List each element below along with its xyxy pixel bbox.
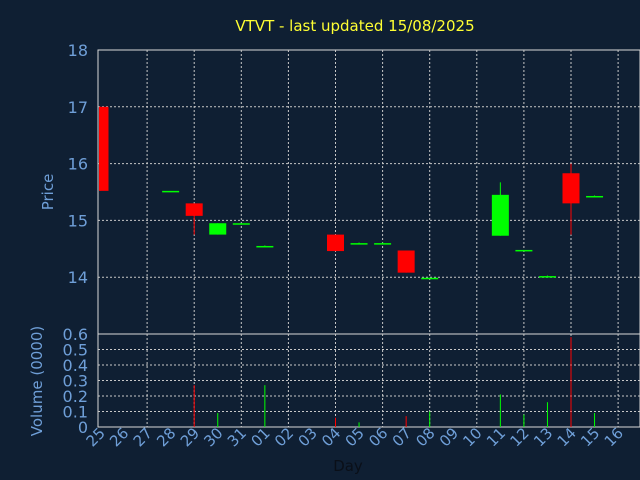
candle	[491, 182, 509, 236]
volume-y-tick-label: 0.2	[63, 387, 88, 406]
candle	[515, 249, 533, 252]
x-tick-label: 29	[177, 424, 203, 450]
candle	[538, 275, 556, 278]
x-axis-ticks: 2526272829303101020304050607080910111213…	[83, 424, 627, 450]
price-y-tick-label: 16	[68, 155, 88, 174]
candle-body	[586, 195, 604, 198]
x-tick-label: 26	[106, 424, 132, 450]
candle-body	[515, 249, 533, 252]
x-tick-label: 30	[200, 424, 226, 450]
volume-panel: 00.10.20.30.40.50.6 Volume (0000)	[28, 325, 640, 437]
price-y-tick-label: 14	[68, 268, 88, 287]
x-tick-label: 04	[318, 424, 344, 450]
volume-bars	[193, 337, 596, 427]
x-tick-label: 08	[412, 424, 438, 450]
x-tick-label: 05	[342, 424, 368, 450]
volume-y-tick-label: 0.3	[63, 372, 88, 391]
candle-body	[562, 173, 580, 204]
price-y-tick-label: 17	[68, 98, 88, 117]
price-panel: 14 15 16 17 18 Price	[39, 41, 640, 335]
candle-body	[209, 223, 227, 235]
candle-body	[185, 203, 203, 216]
candle-body	[256, 245, 274, 248]
candle	[232, 223, 250, 225]
price-y-tick-label: 15	[68, 211, 88, 230]
volume-y-tick-label: 0.5	[63, 341, 88, 360]
candle-body	[162, 190, 180, 193]
candle-body	[397, 250, 415, 273]
candle-body	[232, 223, 250, 225]
x-tick-label: 07	[389, 424, 415, 450]
x-tick-label: 02	[271, 424, 297, 450]
candle	[327, 234, 344, 252]
chart-title: VTVT - last updated 15/08/2025	[235, 17, 474, 35]
candle	[256, 245, 274, 248]
candle-body	[491, 194, 509, 236]
candle	[421, 277, 439, 280]
volume-y-tick-label: 0.6	[63, 325, 88, 344]
x-tick-label: 28	[153, 424, 179, 450]
volume-y-tick-label: 0	[78, 418, 88, 437]
x-tick-label: 03	[295, 424, 321, 450]
volume-grid	[98, 334, 640, 427]
candle-body	[374, 243, 392, 245]
x-tick-label: 09	[436, 424, 462, 450]
x-tick-label: 13	[530, 424, 556, 450]
candle-body	[421, 277, 439, 280]
candle-body	[327, 234, 344, 252]
candle	[562, 163, 580, 235]
price-plot-area	[97, 49, 640, 335]
x-tick-label: 12	[506, 424, 532, 450]
candles	[99, 106, 604, 280]
candle	[374, 242, 392, 245]
x-tick-label: 01	[247, 424, 273, 450]
volume-y-tick-label: 0.4	[63, 356, 88, 375]
x-tick-label: 15	[577, 424, 603, 450]
price-grid	[98, 50, 640, 334]
candle	[99, 106, 109, 191]
price-y-ticks: 14 15 16 17 18	[68, 41, 88, 287]
x-tick-label: 31	[224, 424, 250, 450]
price-y-tick-label: 18	[68, 41, 88, 60]
x-tick-label: 06	[365, 424, 391, 450]
candle	[209, 223, 227, 235]
candle	[162, 190, 180, 193]
candle	[397, 250, 415, 273]
x-axis-label: Day	[333, 457, 363, 475]
volume-axis-label: Volume (0000)	[28, 326, 46, 436]
price-axis-label: Price	[39, 174, 57, 211]
x-tick-label: 11	[483, 424, 509, 450]
x-tick-label: 27	[130, 424, 156, 450]
candle-body	[538, 276, 556, 278]
candle	[350, 242, 368, 245]
volume-y-tick-label: 0.1	[63, 403, 88, 422]
candle	[185, 203, 203, 235]
x-tick-label: 14	[554, 424, 580, 450]
candle-body	[99, 106, 109, 191]
x-tick-label: 10	[459, 424, 485, 450]
x-tick-label: 16	[601, 424, 627, 450]
volume-y-ticks: 00.10.20.30.40.50.6	[63, 325, 88, 437]
candle	[586, 195, 604, 198]
candle-body	[350, 243, 368, 245]
